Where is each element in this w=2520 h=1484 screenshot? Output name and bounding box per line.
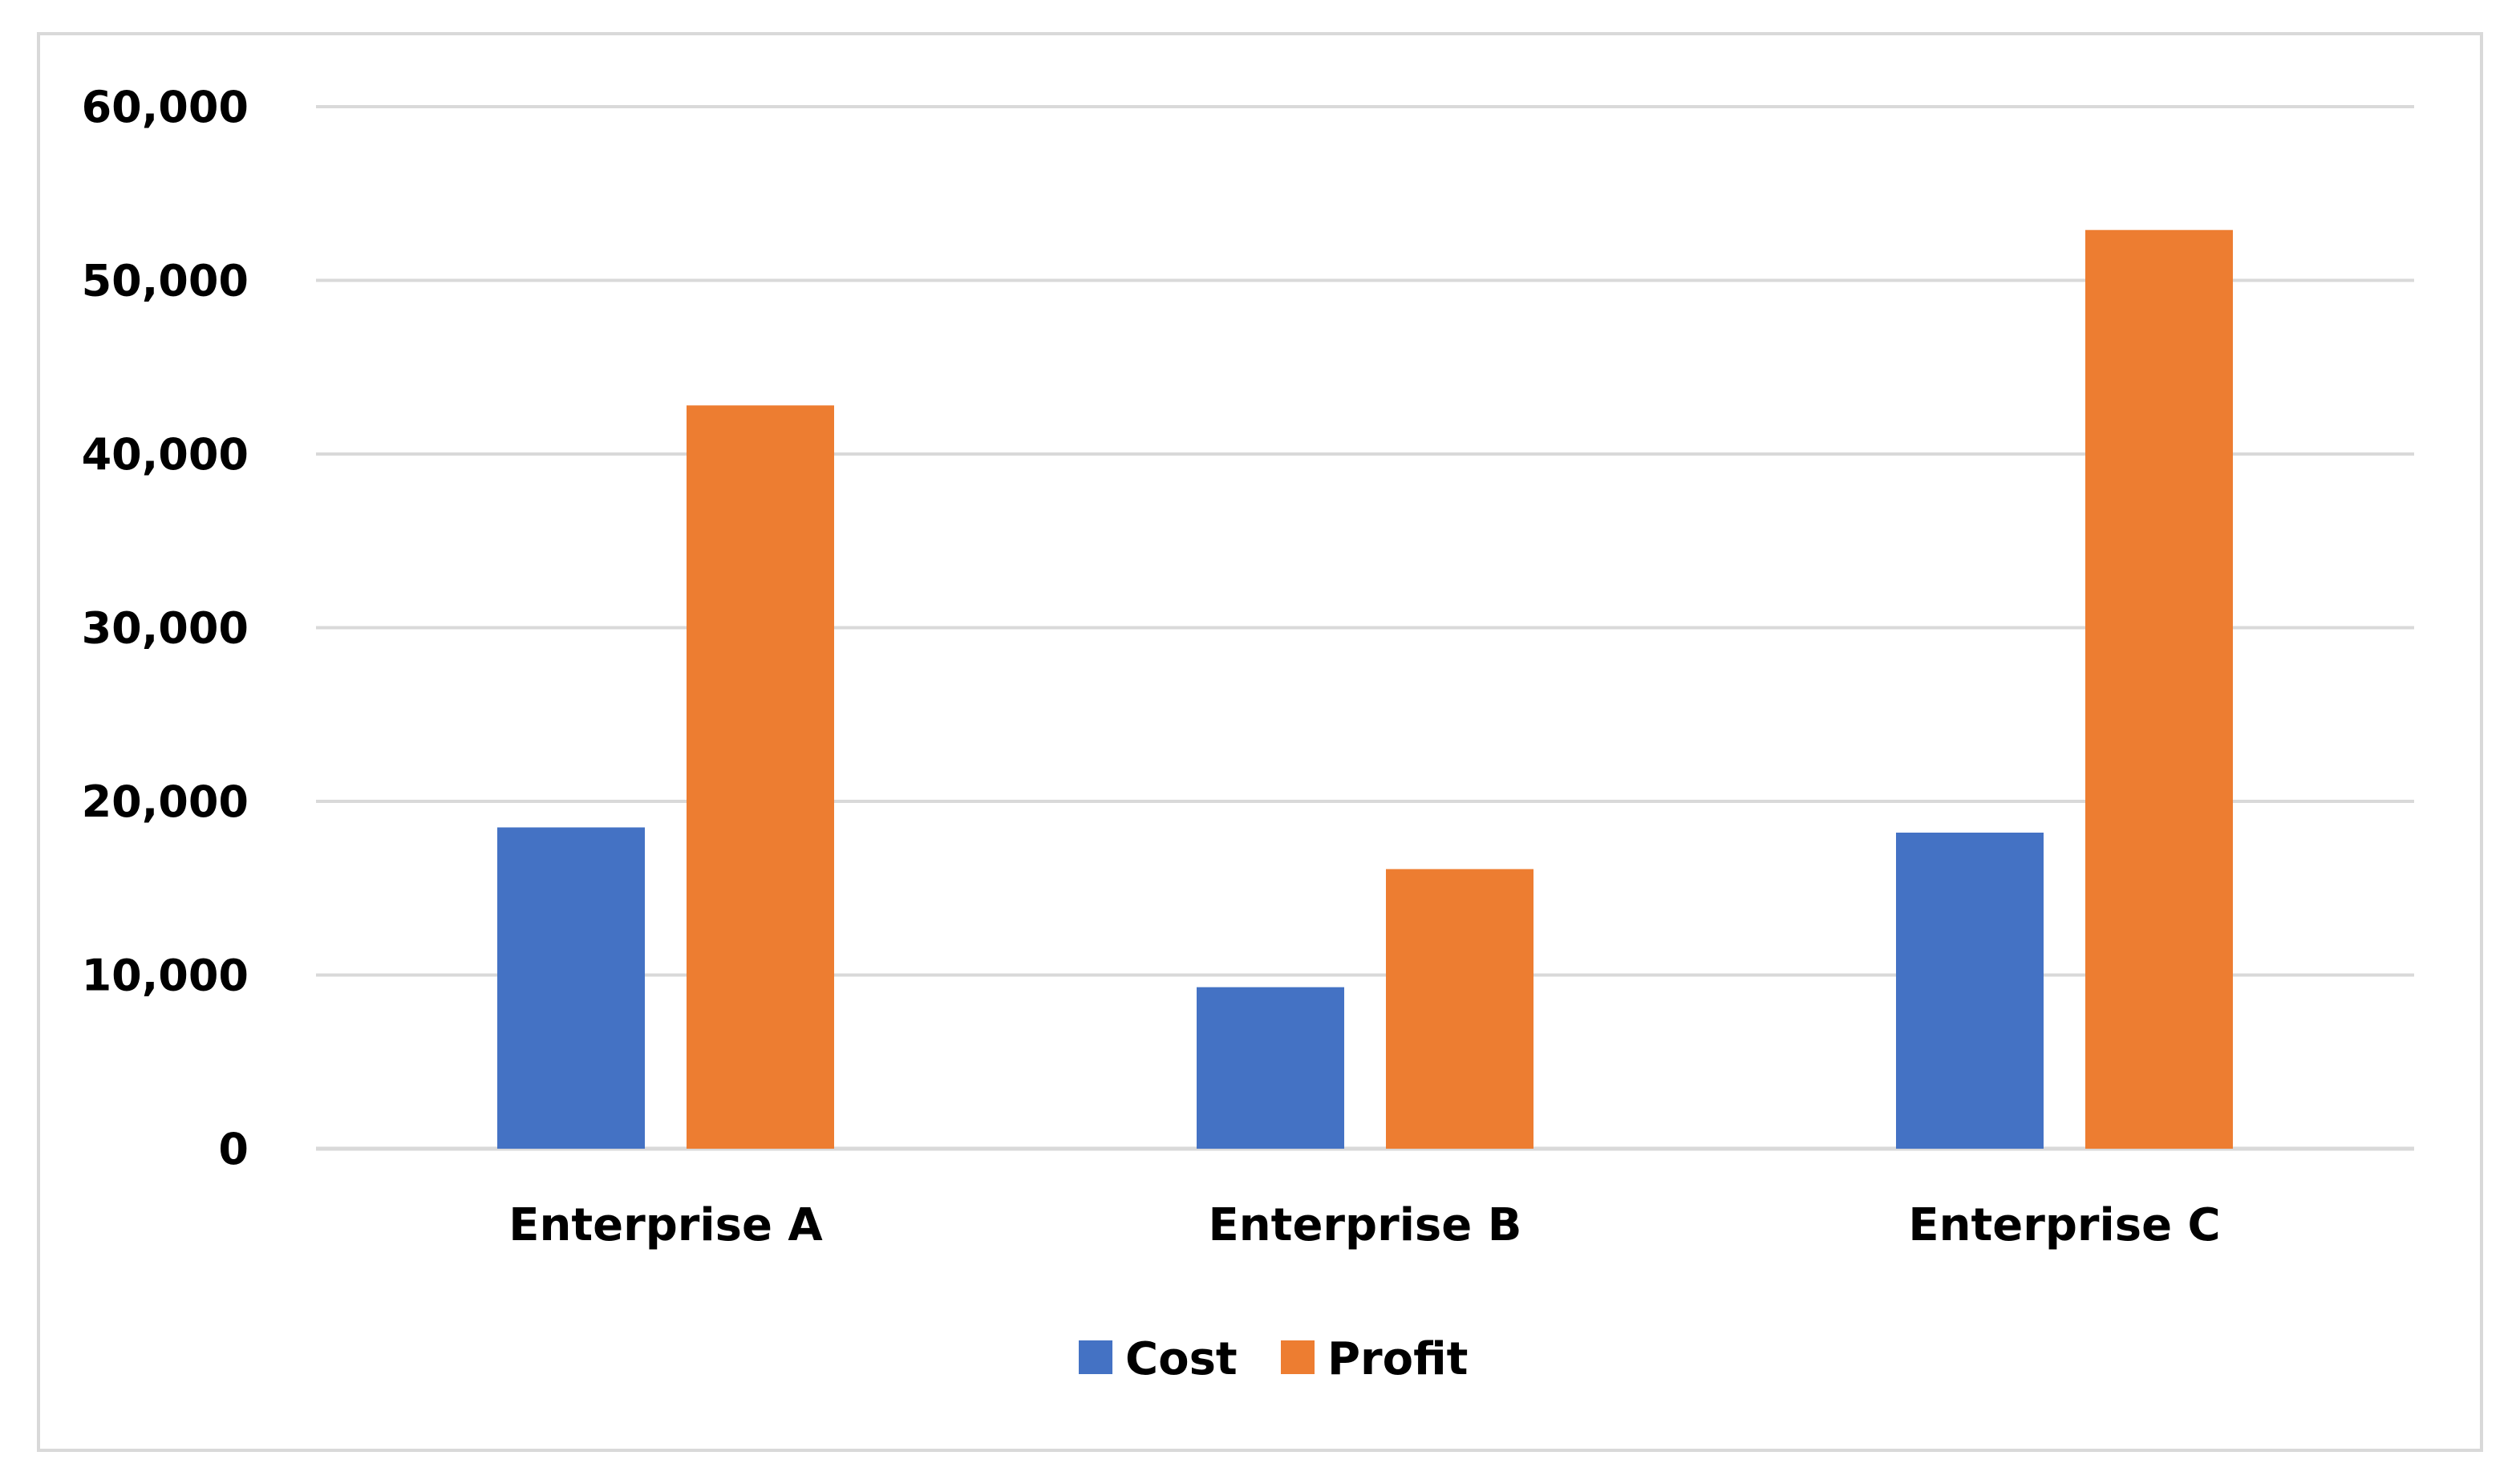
legend-swatch-profit [1281, 1340, 1315, 1374]
bar-cost-enterprise-c [1896, 832, 2044, 1149]
y-tick-label: 20,000 [82, 776, 249, 827]
bar-profit-enterprise-b [1386, 869, 1533, 1149]
y-tick-label: 30,000 [82, 603, 249, 654]
y-tick-label: 40,000 [82, 429, 249, 480]
y-axis-tick-labels: 0 10,000 20,000 30,000 40,000 50,000 60,000 [82, 82, 249, 1174]
bar-cost-enterprise-b [1197, 987, 1344, 1149]
legend-label-cost: Cost [1125, 1333, 1238, 1385]
x-category-label: Enterprise B [1209, 1199, 1522, 1251]
bar-cost-enterprise-a [497, 827, 645, 1149]
bar-profit-enterprise-c [2085, 229, 2233, 1149]
x-axis-category-labels: Enterprise A Enterprise B Enterprise C [508, 1199, 2220, 1251]
y-tick-label: 50,000 [82, 256, 249, 306]
legend: Cost Profit [1079, 1333, 1468, 1385]
gridlines [316, 105, 2414, 1151]
legend-label-profit: Profit [1327, 1333, 1468, 1385]
x-category-label: Enterprise C [1908, 1199, 2220, 1251]
chart-frame [37, 32, 2483, 1452]
x-category-label: Enterprise A [508, 1199, 823, 1251]
y-tick-label: 0 [218, 1124, 249, 1174]
bars [497, 229, 2233, 1149]
y-tick-label: 60,000 [82, 82, 249, 132]
bar-profit-enterprise-a [687, 405, 834, 1149]
legend-swatch-cost [1079, 1340, 1112, 1374]
y-tick-label: 10,000 [82, 951, 249, 1001]
